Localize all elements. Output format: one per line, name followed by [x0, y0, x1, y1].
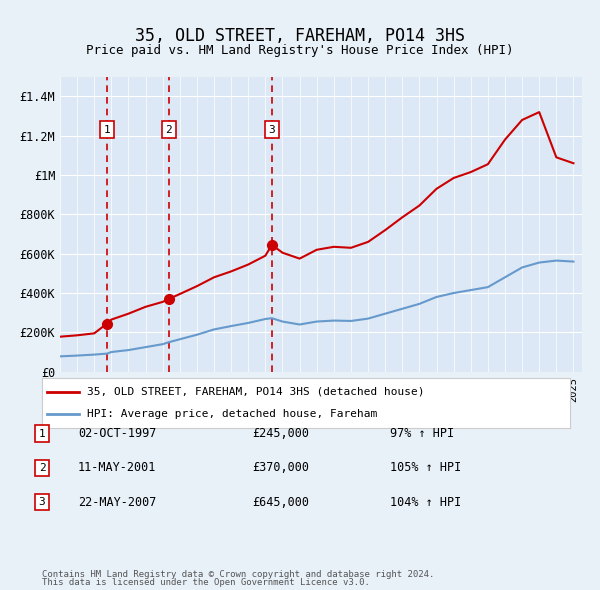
- Text: 35, OLD STREET, FAREHAM, PO14 3HS (detached house): 35, OLD STREET, FAREHAM, PO14 3HS (detac…: [87, 386, 424, 396]
- Text: 97% ↑ HPI: 97% ↑ HPI: [390, 427, 454, 440]
- Text: 11-MAY-2001: 11-MAY-2001: [78, 461, 157, 474]
- Text: 105% ↑ HPI: 105% ↑ HPI: [390, 461, 461, 474]
- Text: 3: 3: [269, 125, 275, 135]
- Text: 1: 1: [104, 125, 110, 135]
- Text: 3: 3: [38, 497, 46, 507]
- Text: 22-MAY-2007: 22-MAY-2007: [78, 496, 157, 509]
- Text: Price paid vs. HM Land Registry's House Price Index (HPI): Price paid vs. HM Land Registry's House …: [86, 44, 514, 57]
- Text: 104% ↑ HPI: 104% ↑ HPI: [390, 496, 461, 509]
- Text: Contains HM Land Registry data © Crown copyright and database right 2024.: Contains HM Land Registry data © Crown c…: [42, 571, 434, 579]
- Text: £645,000: £645,000: [252, 496, 309, 509]
- Text: This data is licensed under the Open Government Licence v3.0.: This data is licensed under the Open Gov…: [42, 578, 370, 587]
- Text: £370,000: £370,000: [252, 461, 309, 474]
- Text: £245,000: £245,000: [252, 427, 309, 440]
- Text: 35, OLD STREET, FAREHAM, PO14 3HS: 35, OLD STREET, FAREHAM, PO14 3HS: [135, 27, 465, 45]
- Text: 02-OCT-1997: 02-OCT-1997: [78, 427, 157, 440]
- Text: HPI: Average price, detached house, Fareham: HPI: Average price, detached house, Fare…: [87, 409, 377, 419]
- Text: 2: 2: [166, 125, 172, 135]
- Text: 2: 2: [38, 463, 46, 473]
- Text: 1: 1: [38, 429, 46, 438]
